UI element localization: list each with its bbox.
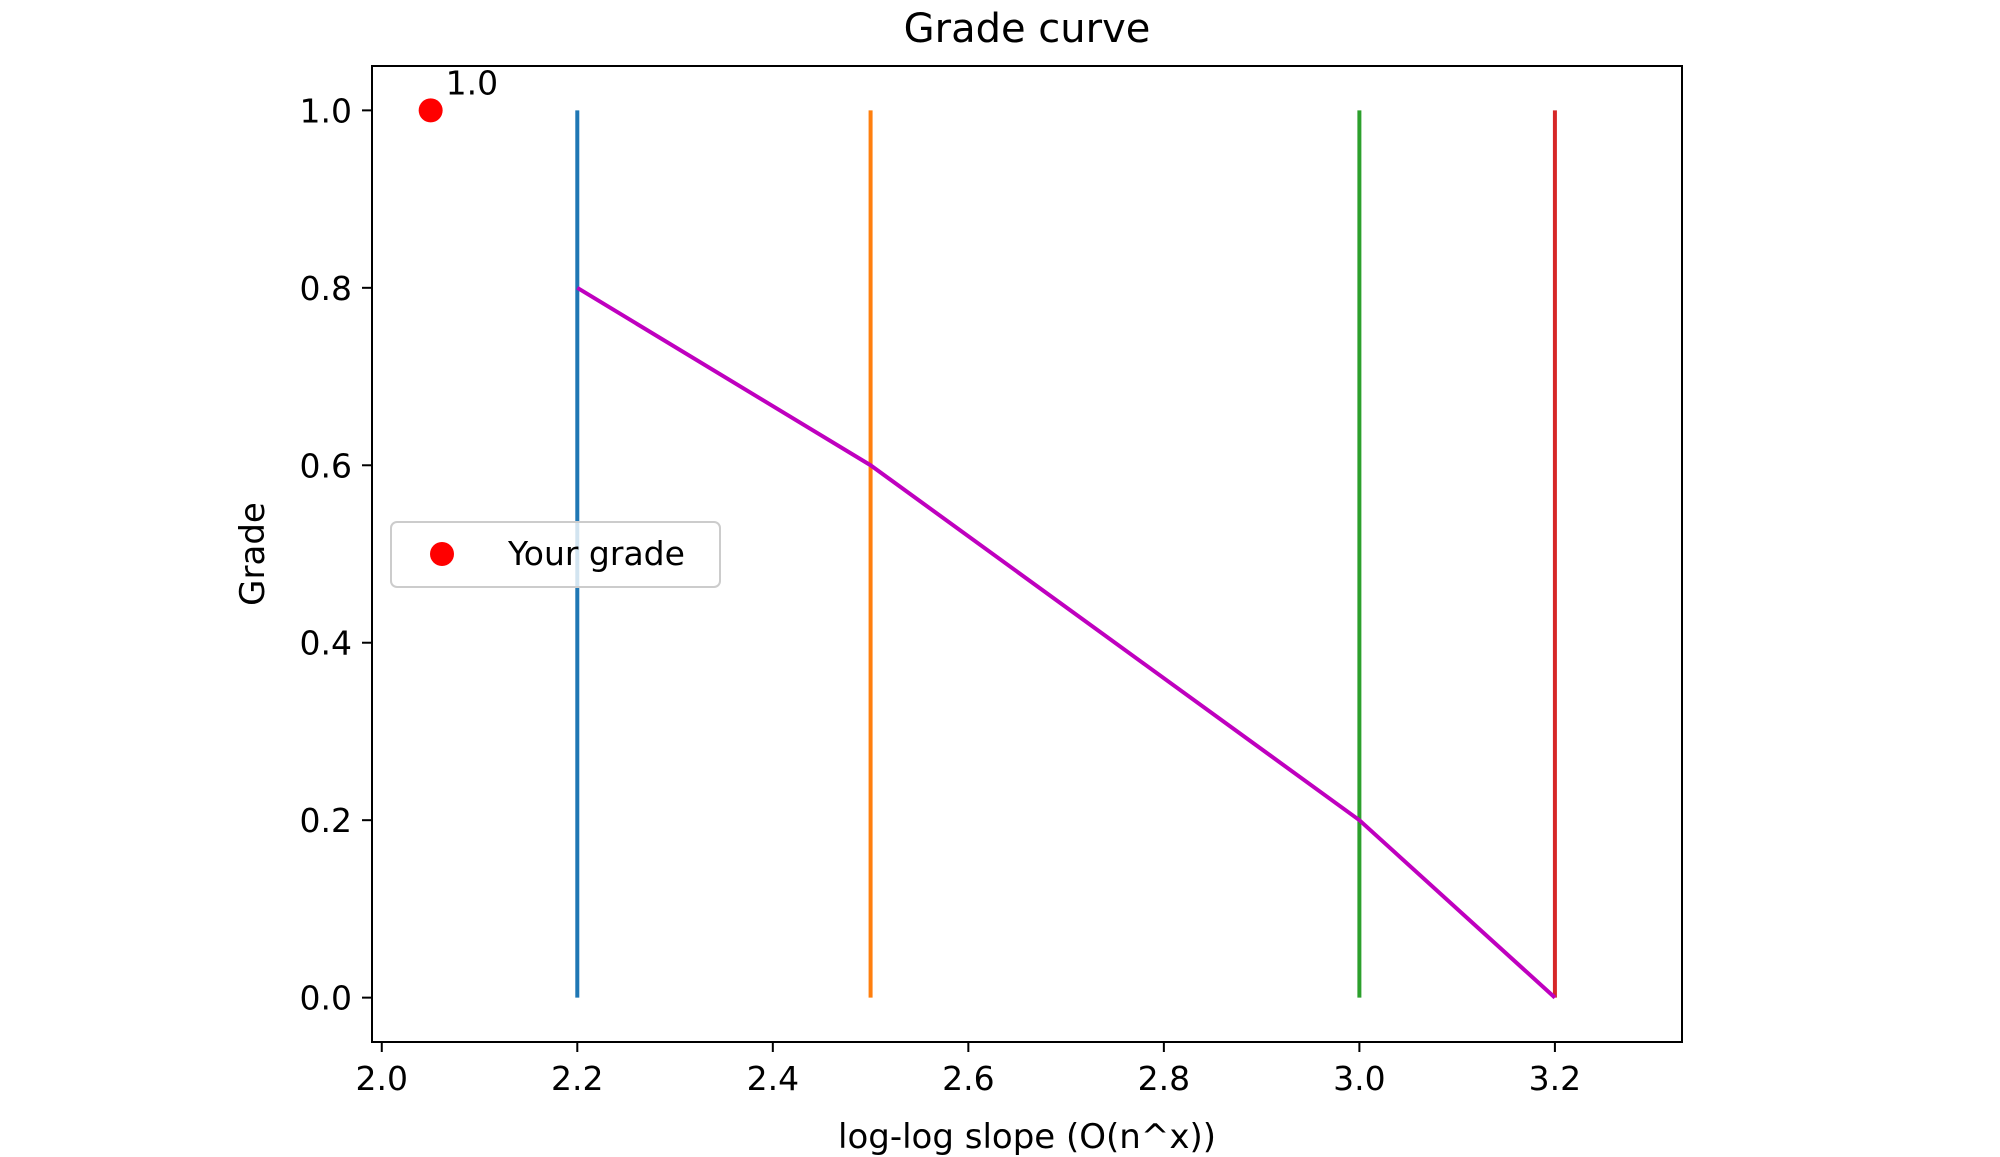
chart-title: Grade curve: [904, 6, 1151, 52]
plot-frame: [371, 65, 1683, 1043]
y-tick-label: 0.6: [300, 446, 352, 485]
x-tick-label: 2.4: [747, 1059, 799, 1098]
y-tick-label: 0.0: [300, 979, 352, 1018]
y-axis-label: Grade: [233, 502, 273, 606]
y-tick-label: 0.4: [300, 624, 352, 663]
y-tick-label: 0.2: [300, 801, 352, 840]
x-axis-label: log-log slope (O(n^x)): [838, 1117, 1216, 1157]
x-tick-label: 3.2: [1529, 1059, 1581, 1098]
plot-content: 1.0: [418, 63, 1557, 1000]
y-tick-label: 1.0: [300, 91, 352, 130]
legend-label-your-grade: Your grade: [507, 534, 685, 573]
your-grade-point: [418, 98, 443, 123]
grade-curve-line: [576, 286, 1557, 1000]
legend-marker-your-grade: [430, 542, 454, 566]
x-tick-label: 2.0: [356, 1059, 408, 1098]
y-axis-ticks: 0.0 0.2 0.4 0.6 0.8 1.0: [300, 91, 372, 1018]
your-grade-annotation: 1.0: [446, 63, 498, 102]
legend-box: [390, 521, 721, 588]
x-tick-label: 3.0: [1333, 1059, 1385, 1098]
x-tick-label: 2.8: [1138, 1059, 1190, 1098]
legend: Your grade: [390, 521, 721, 588]
y-tick-label: 0.8: [300, 269, 352, 308]
x-axis-ticks: 2.0 2.2 2.4 2.6 2.8 3.0 3.2: [356, 1042, 1581, 1098]
x-tick-label: 2.6: [942, 1059, 994, 1098]
x-tick-label: 2.2: [551, 1059, 603, 1098]
